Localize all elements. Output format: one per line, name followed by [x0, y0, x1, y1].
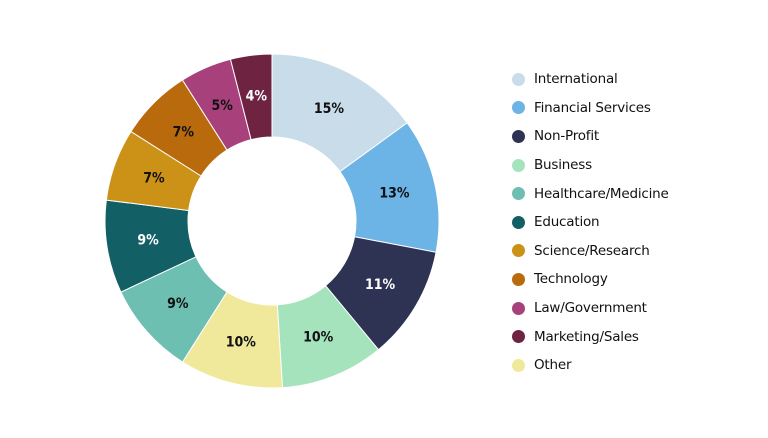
chart-legend: International Financial Services Non-Profi…: [512, 65, 669, 380]
legend-item: Marketing/Sales: [512, 322, 669, 351]
legend-swatch: [512, 158, 525, 172]
legend-swatch: [512, 72, 525, 86]
legend-item: Other: [512, 351, 669, 380]
slice-value-label: 11%: [365, 277, 396, 293]
slice-value-label: 10%: [303, 330, 334, 346]
slice-value-label: 15%: [314, 101, 345, 117]
legend-label: Law/Government: [534, 300, 647, 317]
legend-label: Science/Research: [534, 242, 650, 259]
slice-value-label: 10%: [226, 335, 257, 351]
legend-item: Science/Research: [512, 237, 669, 266]
legend-swatch: [512, 215, 525, 229]
legend-item: Financial Services: [512, 94, 669, 123]
legend-item: Non-Profit: [512, 122, 669, 151]
legend-label: Non-Profit: [534, 128, 599, 145]
slice-value-label: 5%: [211, 98, 233, 114]
legend-swatch: [512, 129, 525, 143]
legend-item: Law/Government: [512, 294, 669, 323]
legend-label: Financial Services: [534, 99, 651, 116]
legend-label: Business: [534, 157, 592, 174]
slice-value-label: 7%: [143, 170, 165, 186]
legend-swatch: [512, 101, 525, 115]
legend-swatch: [512, 244, 525, 258]
legend-swatch: [512, 358, 525, 372]
legend-item: Education: [512, 208, 669, 237]
legend-label: Technology: [534, 271, 608, 288]
legend-swatch: [512, 187, 525, 201]
legend-item: Technology: [512, 265, 669, 294]
legend-label: Education: [534, 214, 600, 231]
legend-swatch: [512, 330, 525, 344]
legend-item: International: [512, 65, 669, 94]
legend-label: Healthcare/Medicine: [534, 185, 669, 202]
slice-value-label: 7%: [173, 124, 195, 140]
legend-swatch: [512, 301, 525, 315]
slice-marketing-sales: [229, 53, 273, 141]
slice-value-label: 9%: [137, 233, 159, 249]
legend-label: Other: [534, 357, 572, 374]
legend-item: Business: [512, 151, 669, 180]
legend-label: Marketing/Sales: [534, 328, 639, 345]
slice-value-label: 13%: [379, 186, 410, 202]
slice-value-label: 4%: [246, 88, 268, 104]
legend-item: Healthcare/Medicine: [512, 179, 669, 208]
legend-swatch: [512, 272, 525, 286]
legend-label: International: [534, 71, 618, 88]
slice-value-label: 9%: [167, 296, 189, 312]
